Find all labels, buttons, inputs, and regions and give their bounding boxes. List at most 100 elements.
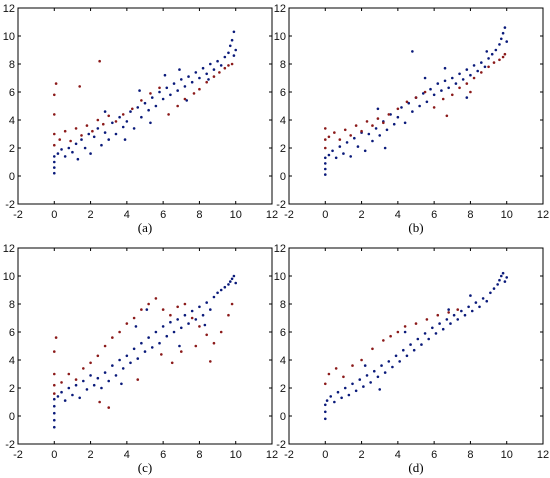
data-point — [429, 87, 432, 91]
data-point — [114, 120, 118, 123]
data-point — [165, 86, 169, 90]
data-point — [403, 121, 407, 125]
data-point — [179, 326, 183, 330]
data-point — [147, 108, 150, 112]
data-point — [362, 385, 365, 388]
data-point — [505, 40, 509, 43]
data-point — [205, 333, 208, 337]
data-point — [198, 87, 201, 91]
y-tick-label: 12 — [274, 243, 286, 255]
data-point — [158, 90, 161, 94]
data-point — [78, 396, 81, 400]
data-point — [470, 309, 474, 313]
y-tick-label: 0 — [9, 171, 15, 183]
data-point — [469, 294, 472, 297]
data-point — [52, 132, 56, 136]
data-point — [89, 361, 92, 365]
data-point — [154, 297, 158, 300]
data-point — [472, 64, 476, 67]
x-tick-label: 0 — [322, 209, 328, 221]
x-tick-label: 8 — [196, 209, 202, 221]
data-point — [485, 299, 489, 303]
data-point — [209, 360, 212, 363]
data-point — [136, 357, 140, 360]
data-point — [154, 330, 158, 334]
x-tick-label: 4 — [395, 209, 401, 221]
y-tick-label: 2 — [280, 383, 286, 395]
data-point — [67, 372, 71, 376]
data-point — [100, 143, 103, 147]
data-point — [223, 66, 227, 70]
data-point — [458, 86, 461, 90]
data-point — [376, 375, 380, 379]
x-tick-label: 2 — [88, 209, 94, 221]
data-point — [67, 386, 71, 390]
data-point — [149, 121, 152, 125]
chart-panel-1: -2 0 2 4 6 8 10 12 -2 0 2 4 6 8 10 12 (a) — [3, 3, 278, 235]
data-point — [179, 78, 183, 81]
data-point — [447, 86, 450, 90]
data-point — [132, 347, 136, 351]
data-point — [425, 100, 429, 104]
data-point — [378, 134, 382, 137]
data-point — [369, 381, 372, 384]
data-point — [463, 313, 467, 317]
data-point — [178, 344, 181, 348]
data-point — [227, 64, 230, 67]
data-point — [327, 372, 331, 376]
y-tick-label: 6 — [280, 87, 286, 99]
data-point — [450, 93, 454, 97]
data-point — [496, 283, 499, 286]
data-point — [405, 100, 409, 104]
data-point — [227, 313, 230, 317]
data-point — [169, 320, 172, 324]
data-point — [449, 322, 452, 325]
data-point — [140, 99, 143, 102]
x-tick-label: 2 — [359, 209, 365, 221]
x-tick-label: 8 — [467, 209, 473, 221]
data-point — [83, 146, 87, 150]
data-point — [391, 365, 394, 369]
y-tick-label: 2 — [9, 143, 15, 155]
data-point — [494, 48, 498, 52]
data-point — [207, 78, 210, 81]
y-tick-label: 12 — [3, 3, 15, 15]
data-point — [89, 374, 92, 377]
data-point — [111, 364, 114, 367]
data-point — [387, 360, 391, 363]
data-point — [323, 382, 327, 386]
data-point — [82, 367, 85, 370]
data-point — [183, 313, 187, 317]
data-point — [107, 138, 111, 141]
data-point — [323, 167, 327, 171]
plot-frame — [288, 247, 544, 445]
data-point — [503, 26, 507, 29]
data-point — [118, 330, 121, 334]
data-point — [440, 89, 443, 92]
data-point — [103, 131, 107, 134]
data-point — [158, 341, 161, 345]
data-point — [74, 383, 78, 387]
data-point — [131, 107, 134, 111]
data-point — [409, 343, 412, 346]
data-point — [71, 150, 74, 154]
data-point — [323, 417, 327, 421]
data-point — [56, 152, 60, 155]
data-point — [163, 73, 167, 77]
data-point — [136, 106, 140, 109]
data-point — [382, 121, 385, 125]
data-point — [432, 106, 436, 109]
data-point — [74, 142, 78, 146]
data-point — [76, 157, 80, 161]
data-point — [205, 80, 208, 84]
plot-frame — [17, 247, 273, 445]
data-point — [230, 302, 234, 306]
data-point — [227, 51, 230, 55]
data-point — [481, 297, 485, 300]
data-point — [198, 305, 201, 309]
data-point — [414, 322, 418, 325]
data-point — [334, 156, 338, 160]
data-point — [96, 127, 100, 130]
x-tick-label: 8 — [196, 449, 202, 461]
data-point — [187, 322, 190, 325]
